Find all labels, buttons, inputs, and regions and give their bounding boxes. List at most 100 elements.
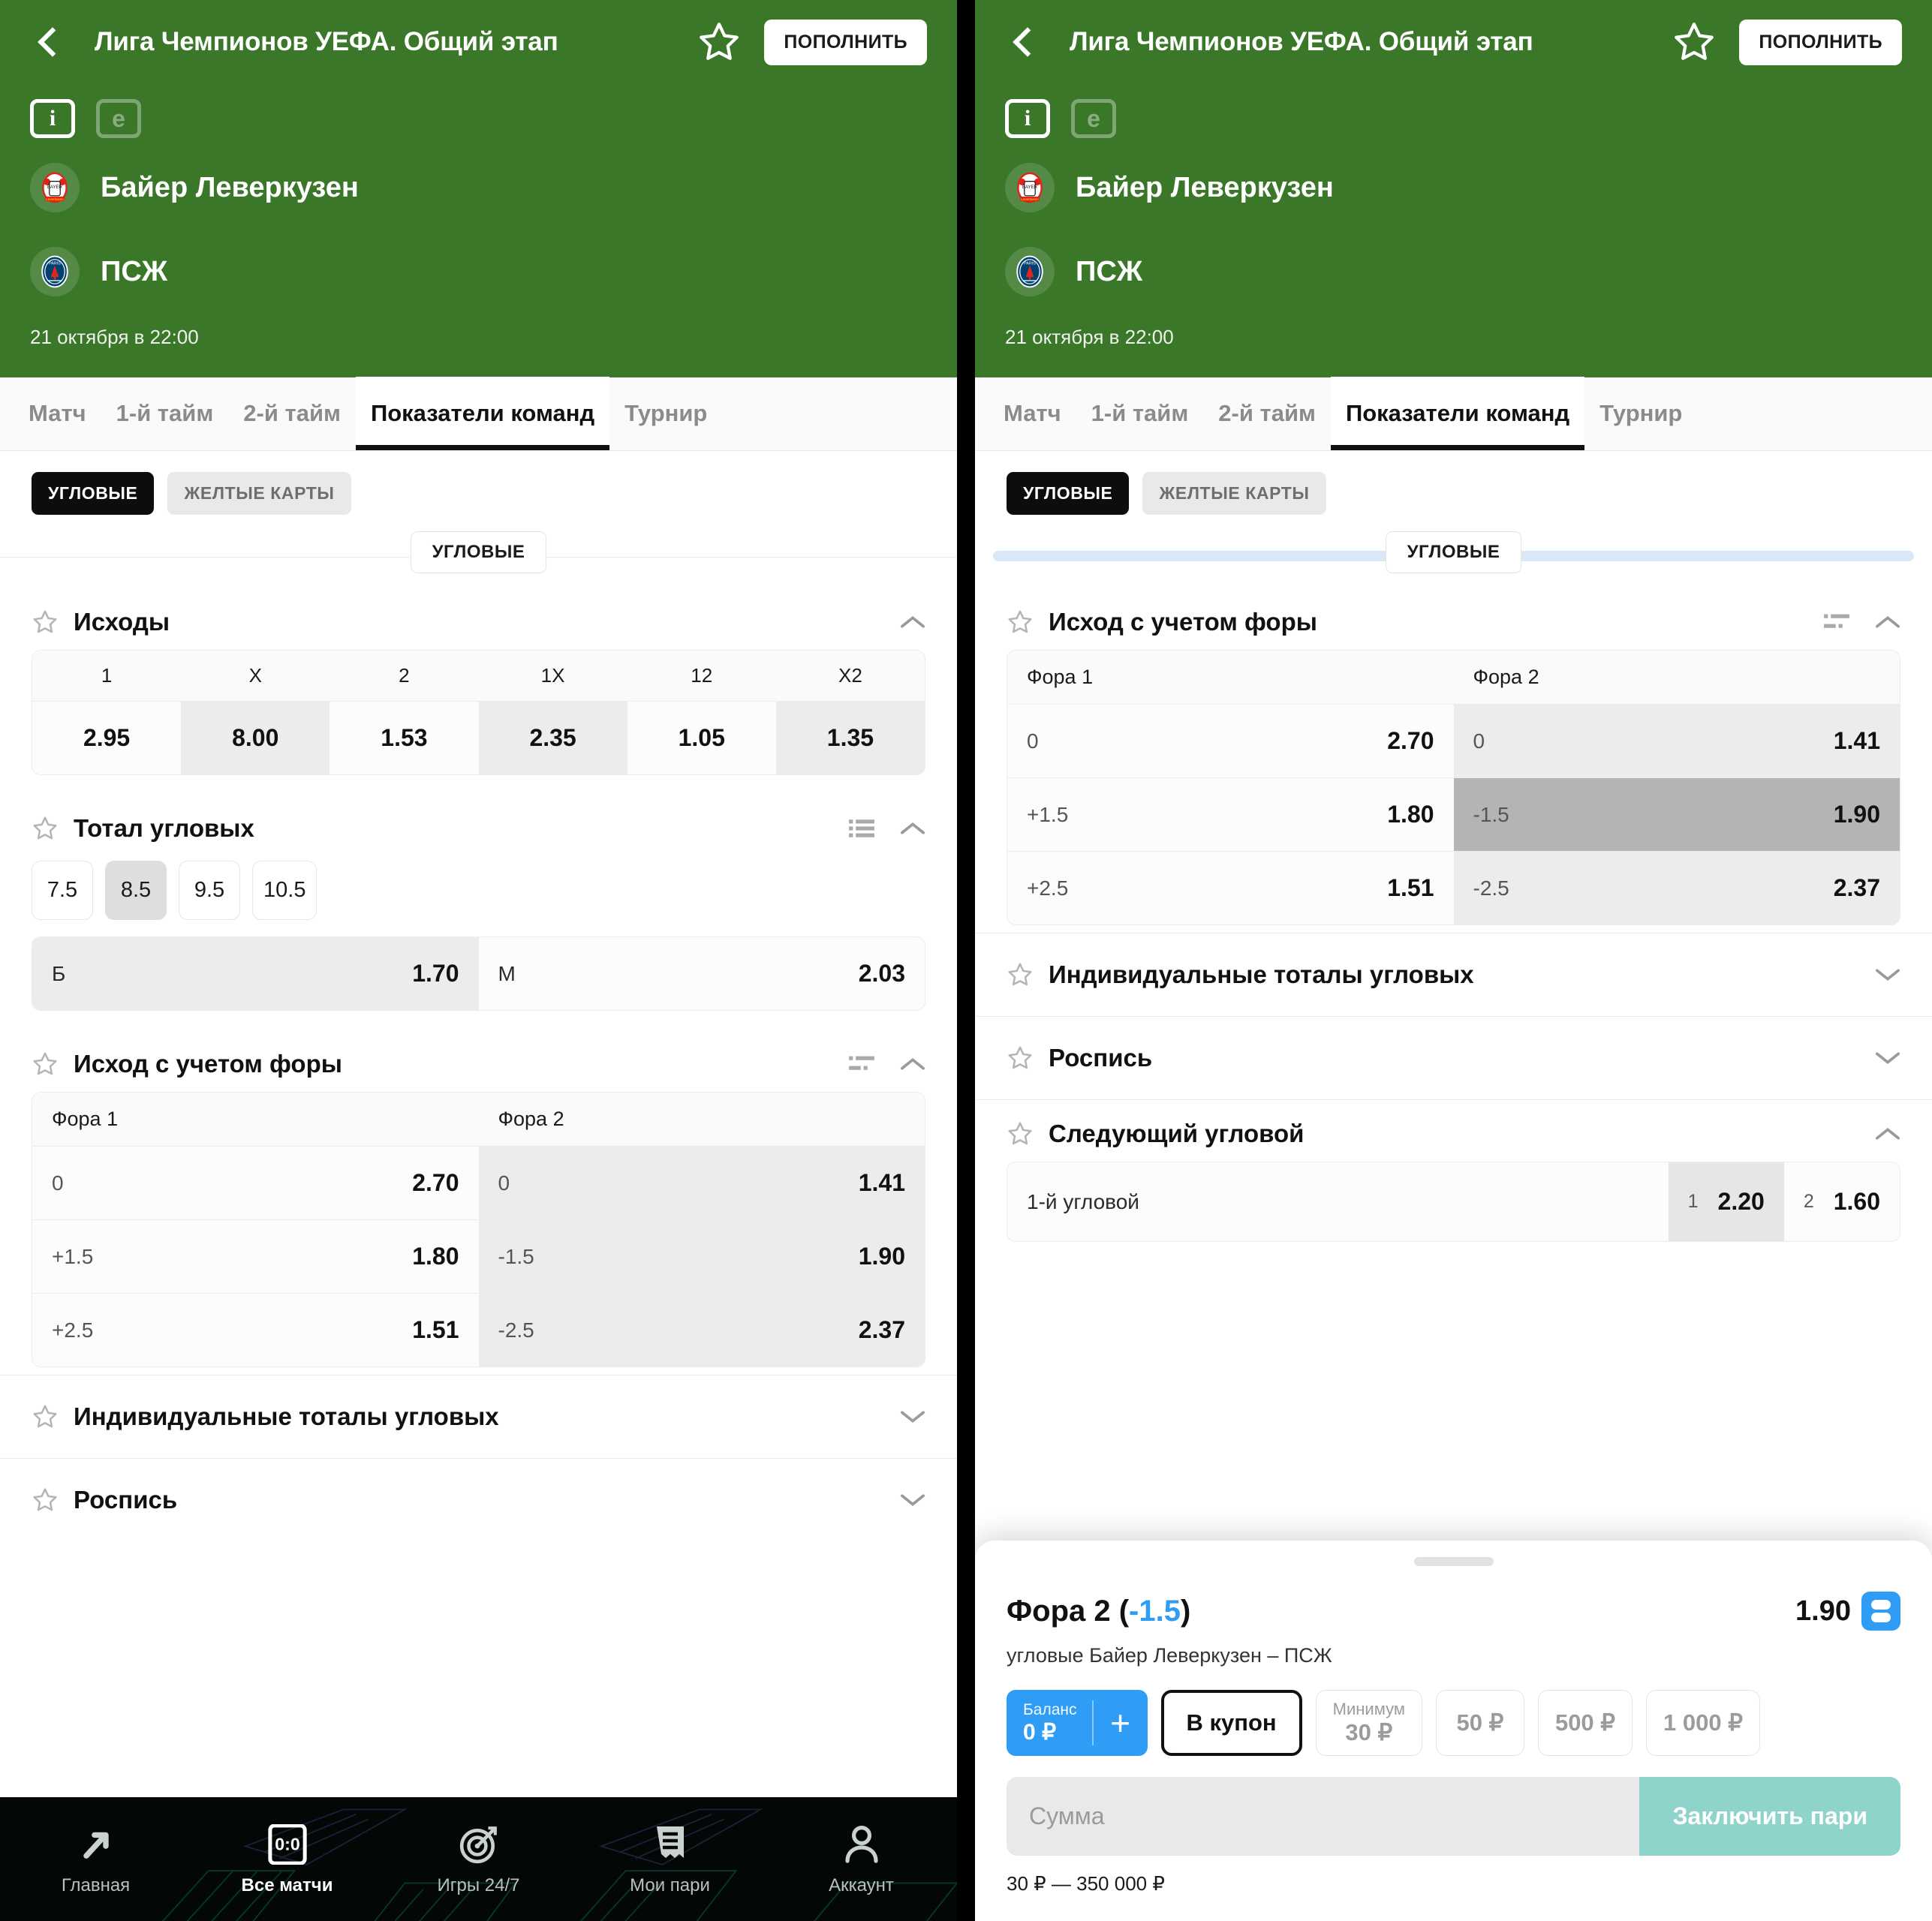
star-icon[interactable]: [697, 20, 742, 65]
odds-cell-x[interactable]: 8.00: [181, 702, 330, 774]
chevron-down-icon[interactable]: [900, 1493, 925, 1508]
place-bet-button[interactable]: Заключить пари: [1639, 1777, 1900, 1856]
stake-input[interactable]: [1007, 1777, 1640, 1856]
handicap-cell-1-2[interactable]: +2.5 1.51: [1007, 852, 1454, 924]
handicap-odds: 1.90: [858, 1243, 905, 1270]
tab-tournament[interactable]: Турнир: [1599, 400, 1683, 426]
total-line-8-5[interactable]: 8.5: [105, 861, 167, 920]
handicap-cell-2-2[interactable]: -2.5 2.37: [478, 1294, 925, 1366]
handicap-cell-1-1[interactable]: +1.5 1.80: [1007, 778, 1454, 851]
star-icon[interactable]: [32, 609, 59, 636]
chevron-up-icon[interactable]: [1875, 1126, 1900, 1141]
filter-chip-corners[interactable]: УГЛОВЫЕ: [32, 472, 155, 515]
odds-cell-2[interactable]: 1.53: [330, 702, 479, 774]
team-name-home: Байер Леверкузен: [1076, 171, 1334, 203]
sheet-drag-handle[interactable]: [1413, 1557, 1494, 1566]
odds-cell-1x[interactable]: 2.35: [478, 702, 627, 774]
star-icon[interactable]: [32, 1403, 59, 1430]
quick-amount-50[interactable]: 50 ₽: [1435, 1690, 1524, 1756]
handicap-cell-1-2[interactable]: +2.5 1.51: [32, 1294, 479, 1366]
tab-match[interactable]: Матч: [29, 400, 86, 426]
handicap-cell-1-0[interactable]: 0 2.70: [32, 1147, 479, 1219]
tab-second-half[interactable]: 2-й тайм: [1218, 400, 1316, 426]
section-header-rospis[interactable]: Роспись: [0, 1458, 957, 1541]
quick-amount-500[interactable]: 500 ₽: [1537, 1690, 1633, 1756]
topup-button[interactable]: ПОПОЛНИТЬ: [1739, 19, 1902, 65]
chevron-up-icon[interactable]: [1875, 615, 1900, 630]
star-icon[interactable]: [1007, 1120, 1034, 1147]
balance-button[interactable]: Баланс 0 ₽ +: [1007, 1690, 1148, 1756]
e-badge-icon[interactable]: e: [1071, 99, 1116, 138]
chevron-left-icon[interactable]: [30, 25, 65, 59]
section-header-total-corners[interactable]: Тотал угловых: [0, 795, 957, 856]
tab-second-half[interactable]: 2-й тайм: [243, 400, 341, 426]
nav-item-games-247[interactable]: Игры 24/7: [383, 1823, 574, 1896]
chevron-down-icon[interactable]: [900, 1409, 925, 1424]
section-header-handicap[interactable]: Исход с учетом форы: [975, 588, 1932, 650]
filter-chip-yellow-cards[interactable]: ЖЕЛТЫЕ КАРТЫ: [1142, 472, 1326, 515]
section-header-individual-totals[interactable]: Индивидуальные тоталы угловых: [0, 1375, 957, 1458]
section-header-outcomes[interactable]: Исходы: [0, 588, 957, 650]
tab-team-stats[interactable]: Показатели команд: [355, 377, 610, 450]
chevron-down-icon[interactable]: [1875, 967, 1900, 982]
nav-item-home[interactable]: Главная: [0, 1823, 191, 1896]
handicap-cell-2-1[interactable]: -1.5 1.90: [478, 1220, 925, 1293]
handicap-cell-2-0[interactable]: 0 1.41: [478, 1147, 925, 1219]
list-view-icon[interactable]: [849, 819, 874, 838]
info-icon[interactable]: i: [1005, 99, 1050, 138]
chevron-down-icon[interactable]: [1875, 1051, 1900, 1066]
list-view-icon[interactable]: [1824, 612, 1849, 632]
odds-cell-1[interactable]: 2.95: [32, 702, 182, 774]
tab-first-half[interactable]: 1-й тайм: [116, 400, 214, 426]
e-badge-icon[interactable]: e: [96, 99, 141, 138]
next-corner-option-1[interactable]: 1 2.20: [1668, 1162, 1784, 1241]
total-under-cell[interactable]: М 2.03: [478, 937, 925, 1010]
tab-tournament[interactable]: Турнир: [624, 400, 708, 426]
section-header-individual-totals[interactable]: Индивидуальные тоталы угловых: [975, 933, 1932, 1016]
handicap-cell-1-0[interactable]: 0 2.70: [1007, 705, 1454, 777]
odds-cell-12[interactable]: 1.05: [627, 702, 776, 774]
tab-team-stats[interactable]: Показатели команд: [1330, 377, 1585, 450]
section-header-handicap[interactable]: Исход с учетом форы: [0, 1030, 957, 1092]
quick-amount-500-value: 500 ₽: [1554, 1709, 1616, 1736]
star-icon[interactable]: [32, 815, 59, 842]
chevron-left-icon[interactable]: [1005, 25, 1040, 59]
total-line-10-5[interactable]: 10.5: [252, 861, 317, 920]
chevron-up-icon[interactable]: [900, 615, 925, 630]
handicap-cell-2-2[interactable]: -2.5 2.37: [1453, 852, 1900, 924]
topup-button[interactable]: ПОПОЛНИТЬ: [764, 19, 927, 65]
quick-amount-1000[interactable]: 1 000 ₽: [1646, 1690, 1760, 1756]
nav-item-account[interactable]: Аккаунт: [766, 1823, 957, 1896]
section-header-next-corner[interactable]: Следующий угловой: [975, 1099, 1932, 1162]
star-icon[interactable]: [1007, 609, 1034, 636]
chevron-up-icon[interactable]: [900, 821, 925, 836]
nav-item-all-matches[interactable]: 0:0 Все матчи: [191, 1823, 383, 1896]
filter-chip-yellow-cards[interactable]: ЖЕЛТЫЕ КАРТЫ: [167, 472, 351, 515]
total-over-cell[interactable]: Б 1.70: [32, 937, 479, 1010]
plus-icon[interactable]: +: [1110, 1703, 1130, 1742]
add-to-coupon-button[interactable]: В купон: [1160, 1690, 1302, 1756]
minimum-stake-button[interactable]: Минимум 30 ₽: [1315, 1690, 1422, 1756]
toggle-icon[interactable]: [1861, 1592, 1900, 1631]
handicap-cell-2-0[interactable]: 0 1.41: [1453, 705, 1900, 777]
star-icon[interactable]: [32, 1487, 59, 1514]
handicap-cell-1-1[interactable]: +1.5 1.80: [32, 1220, 479, 1293]
tab-first-half[interactable]: 1-й тайм: [1091, 400, 1189, 426]
star-icon[interactable]: [1007, 1045, 1034, 1072]
chevron-up-icon[interactable]: [900, 1057, 925, 1072]
bet-slip-market: Фора 2 (: [1007, 1594, 1130, 1628]
nav-item-my-bets[interactable]: Мои пари: [574, 1823, 766, 1896]
star-icon[interactable]: [1007, 961, 1034, 988]
section-header-rospis[interactable]: Роспись: [975, 1016, 1932, 1099]
tab-match[interactable]: Матч: [1004, 400, 1061, 426]
odds-cell-x2[interactable]: 1.35: [775, 702, 925, 774]
next-corner-option-2[interactable]: 2 1.60: [1783, 1162, 1900, 1241]
list-view-icon[interactable]: [849, 1054, 874, 1074]
info-icon[interactable]: i: [30, 99, 75, 138]
handicap-cell-2-1-selected[interactable]: -1.5 1.90: [1453, 778, 1900, 851]
star-icon[interactable]: [32, 1051, 59, 1078]
total-line-9-5[interactable]: 9.5: [179, 861, 240, 920]
filter-chip-corners[interactable]: УГЛОВЫЕ: [1007, 472, 1130, 515]
star-icon[interactable]: [1672, 20, 1717, 65]
total-line-7-5[interactable]: 7.5: [32, 861, 93, 920]
